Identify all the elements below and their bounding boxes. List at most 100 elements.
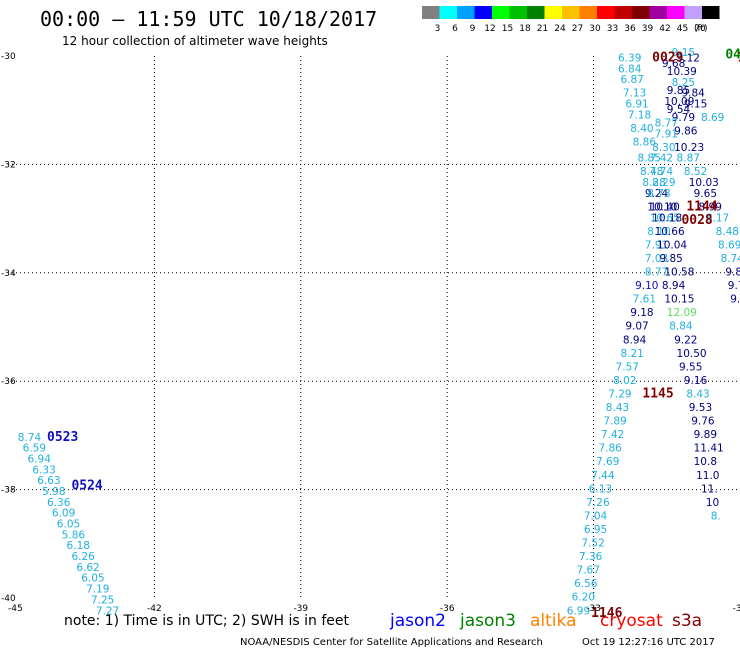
legend-label: 24 <box>554 24 566 34</box>
wave-height-label: 12.09 <box>667 307 697 319</box>
legend-label: 70 <box>694 24 706 34</box>
y-tick-label: -40 <box>1 594 16 604</box>
wave-height-label: 8.94 <box>623 334 647 346</box>
wave-height-label: 8.48 <box>640 166 663 178</box>
wave-height-label: 10.03 <box>689 177 719 189</box>
legend-swatch <box>527 6 545 19</box>
wave-height-label: 9.85 <box>659 253 682 265</box>
units-note: note: 1) Time is in UTC; 2) SWH is in fe… <box>64 613 350 629</box>
wave-height-label: 5.98 <box>42 486 65 498</box>
wave-height-label: 6.05 <box>81 573 104 585</box>
wave-height-label: 8.87 <box>677 153 700 165</box>
wave-height-label: 9.53 <box>689 402 712 414</box>
wave-height-label: 9.10 <box>635 280 658 292</box>
wave-height-label: 8.69 <box>718 239 740 251</box>
wave-height-label: 10.15 <box>664 294 694 306</box>
plot-background <box>8 56 740 598</box>
wave-height-label: 9.55 <box>679 361 702 373</box>
wave-height-label: 8.25 <box>672 77 695 89</box>
legend-swatch <box>562 6 580 19</box>
wave-height-label: 9.86 <box>674 126 698 138</box>
wave-height-label: 7.61 <box>633 294 656 306</box>
wave-height-label: 8.48 <box>716 226 739 238</box>
wave-height-label: 11. <box>701 483 718 495</box>
wave-height-label: 9.75 <box>728 280 740 292</box>
wave-height-label: 8. <box>711 510 721 522</box>
wave-height-label: 7.52 <box>581 538 604 550</box>
pass-time-label: 1146 <box>591 606 622 621</box>
legend-label: 33 <box>607 24 618 34</box>
pass-time-label: 0028 <box>681 213 712 228</box>
wave-height-label: 7.67 <box>577 565 600 577</box>
y-tick-label: -30 <box>1 52 16 62</box>
chart-subtitle: 12 hour collection of altimeter wave hei… <box>62 34 328 48</box>
wave-height-label: 7.69 <box>596 456 619 468</box>
wave-height-label: 8.28 <box>642 177 665 189</box>
legend-swatch <box>509 6 527 19</box>
chart-title: 00:00 – 11:59 UTC 10/18/2017 <box>40 7 377 31</box>
x-tick-label: -33 <box>586 604 601 614</box>
legend-swatch <box>439 6 457 19</box>
wave-height-label: 8.99 <box>699 201 722 213</box>
wave-height-label: 6.33 <box>32 464 55 476</box>
wave-height-label: 6.13 <box>589 483 612 495</box>
wave-height-label: 9.84 <box>681 88 705 100</box>
pass-time-label: 1 <box>738 50 740 65</box>
wave-height-label: 7.29 <box>608 388 631 400</box>
wave-height-label: 8.10 <box>647 226 670 238</box>
legend-label: 9 <box>470 24 476 34</box>
wave-height-label: 7.89 <box>603 416 626 428</box>
wave-height-label: 7.42 <box>601 429 624 441</box>
wave-height-label: 6.05 <box>57 519 80 531</box>
footer-timestamp: Oct 19 12:27:16 UTC 2017 <box>582 637 715 648</box>
wave-height-label: 10.65 <box>650 212 680 224</box>
wave-height-label: 10.58 <box>664 267 694 279</box>
wave-height-label: 8.77 <box>655 117 678 129</box>
wave-height-label: 9.79 <box>672 112 695 124</box>
footer-credit: NOAA/NESDIS Center for Satellite Applica… <box>240 637 543 648</box>
legend-label: 12 <box>484 24 495 34</box>
wave-height-label: 6.62 <box>76 562 99 574</box>
wave-height-label: 9.16 <box>684 375 708 387</box>
wave-height-label: 6.20 <box>572 592 595 604</box>
y-tick-label: -38 <box>1 486 16 496</box>
wave-height-label: 10.40 <box>650 201 680 213</box>
wave-height-label: 8.43 <box>606 402 629 414</box>
wave-height-label: 6.63 <box>37 475 60 487</box>
wave-height-label: 7.18 <box>628 109 651 121</box>
wave-height-label: 10.50 <box>677 348 707 360</box>
legend-label: 3 <box>435 24 441 34</box>
wave-height-label: 11.0 <box>696 470 719 482</box>
wave-height-label: 8.69 <box>701 112 724 124</box>
wave-height-label: 7.74 <box>650 166 674 178</box>
wave-height-label: 6.95 <box>584 524 607 536</box>
wave-height-label: 9.24 <box>645 188 669 200</box>
wave-height-label: 9.89 <box>694 429 717 441</box>
legend-label: 27 <box>572 24 583 34</box>
wave-height-label: 7.57 <box>616 361 639 373</box>
legend-label: 15 <box>502 24 513 34</box>
wave-height-label: 6.39 <box>618 52 641 64</box>
wave-height-label: 7.26 <box>586 497 610 509</box>
wave-height-label: 9.85 <box>667 85 690 97</box>
wave-height-label: 7.36 <box>579 551 603 563</box>
legend-swatch <box>614 6 632 19</box>
wave-height-label: 6.59 <box>23 443 46 455</box>
legend-swatch <box>702 6 720 19</box>
wave-height-label: 9.76 <box>691 416 715 428</box>
wave-height-label: 10.04 <box>657 239 687 251</box>
wave-height-label: 10.66 <box>655 226 685 238</box>
wave-height-label: 9.68 <box>662 58 685 70</box>
satellite-name-jason2: jason2 <box>389 611 446 631</box>
wave-height-label: 5.86 <box>62 529 86 541</box>
wave-height-label: 7.42 <box>650 153 673 165</box>
wave-height-label: 7.13 <box>623 88 646 100</box>
wave-height-label: 6.09 <box>52 508 75 520</box>
wave-height-label: 9.88 <box>725 267 740 279</box>
legend-swatch <box>544 6 562 19</box>
wave-height-label: 7.19 <box>86 584 109 596</box>
wave-height-label: 8.86 <box>633 136 657 148</box>
legend-label: 18 <box>519 24 531 34</box>
legend-unit: (ft) <box>694 24 708 34</box>
legend-swatch <box>667 6 685 19</box>
